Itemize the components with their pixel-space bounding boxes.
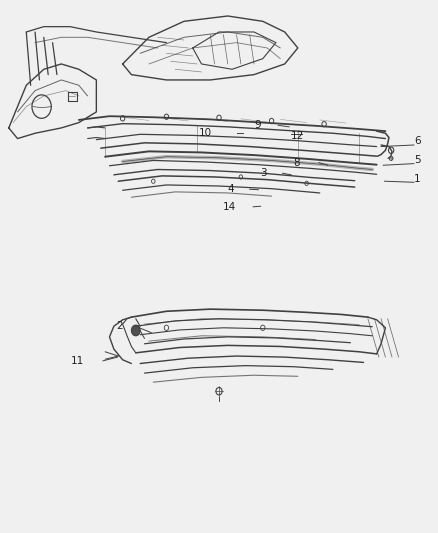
Text: 5: 5 (414, 155, 420, 165)
Text: 8: 8 (293, 158, 300, 167)
Text: 11: 11 (71, 356, 85, 366)
Text: 12: 12 (291, 131, 304, 141)
Text: 14: 14 (223, 202, 237, 212)
Text: 10: 10 (199, 128, 212, 138)
Text: 6: 6 (414, 136, 420, 146)
Text: 1: 1 (414, 174, 420, 183)
Text: 3: 3 (261, 168, 267, 178)
Circle shape (131, 325, 140, 336)
Text: 9: 9 (254, 120, 261, 130)
Text: 2: 2 (116, 321, 123, 331)
Text: 4: 4 (228, 184, 234, 194)
